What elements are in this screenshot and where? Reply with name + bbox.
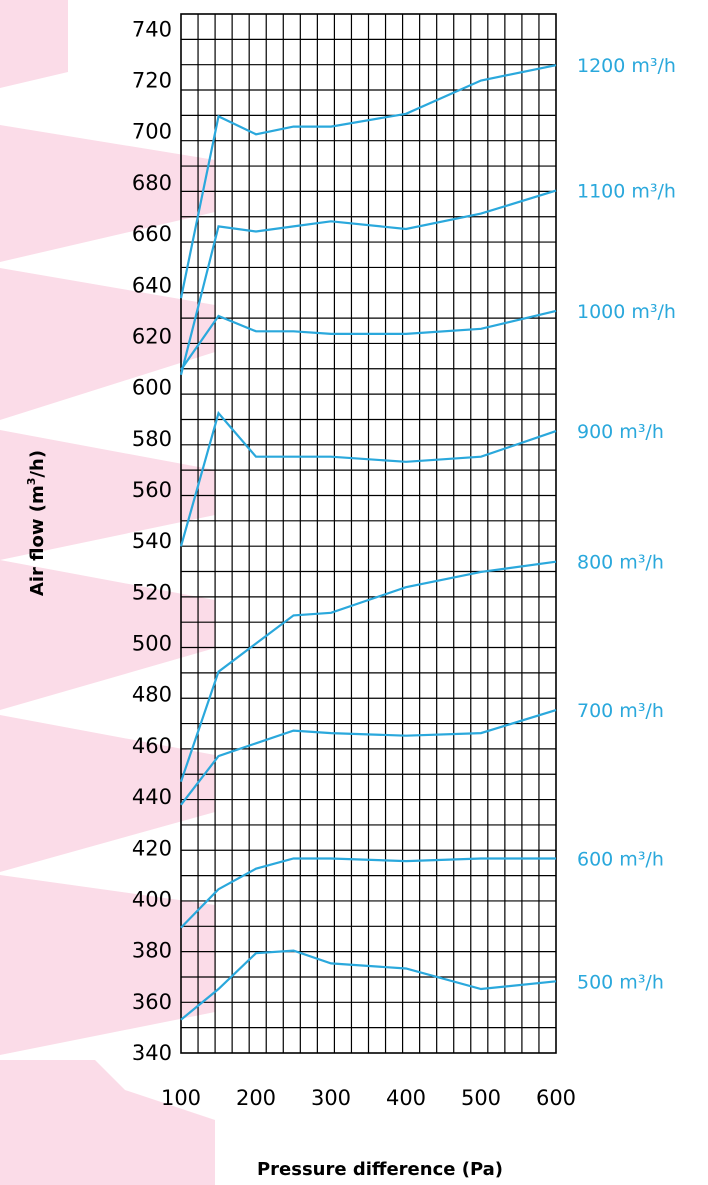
- y-tick-label: 540: [132, 529, 172, 553]
- watermark-shape: [0, 560, 215, 710]
- series-label: 1000 m³/h: [577, 301, 676, 323]
- y-tick-label: 560: [132, 478, 172, 502]
- grid-lines: [181, 14, 556, 1053]
- x-tick-label: 600: [536, 1086, 576, 1110]
- y-tick-label: 380: [132, 939, 172, 963]
- series-label: 500 m³/h: [577, 971, 664, 993]
- series-label: 600 m³/h: [577, 849, 664, 871]
- y-tick-label: 600: [132, 376, 172, 400]
- series-line: [179, 189, 557, 376]
- y-tick-label: 420: [132, 836, 172, 860]
- y-tick-label: 500: [132, 632, 172, 656]
- watermark-shape: [0, 715, 215, 872]
- series-label: 1200 m³/h: [577, 55, 676, 77]
- y-tick-label: 360: [132, 990, 172, 1014]
- series-layer: [179, 64, 557, 1021]
- y-tick-label: 680: [132, 171, 172, 195]
- series-line: [180, 709, 557, 806]
- x-tick-label: 300: [311, 1086, 351, 1110]
- x-axis-ticks: 100 200 300 400 500 600: [161, 1086, 576, 1110]
- y-axis-title: Air flow (m3/h): [25, 450, 48, 596]
- series-labels: 500 m³/h 600 m³/h 700 m³/h 800 m³/h 900 m³/h…: [577, 55, 676, 993]
- series-label: 1100 m³/h: [577, 181, 676, 203]
- series-label: 900 m³/h: [577, 421, 664, 443]
- series-label: 800 m³/h: [577, 552, 664, 574]
- series-line: [180, 309, 557, 371]
- y-tick-label: 400: [132, 887, 172, 911]
- series-line: [179, 64, 557, 299]
- background-watermark: [0, 0, 215, 1185]
- y-tick-label: 340: [132, 1041, 172, 1065]
- y-tick-label: 460: [132, 734, 172, 758]
- watermark-shape: [0, 125, 215, 262]
- watermark-shape: [0, 1060, 215, 1185]
- x-tick-label: 500: [461, 1086, 501, 1110]
- watermark-shape: [0, 0, 68, 88]
- x-axis-title: Pressure difference (Pa): [257, 1159, 503, 1180]
- y-tick-label: 440: [132, 785, 172, 809]
- y-axis-title-superscript: 3: [25, 478, 38, 486]
- y-tick-label: 740: [132, 17, 172, 41]
- y-tick-label: 580: [132, 427, 172, 451]
- plot-border: [180, 13, 557, 1054]
- series-line: [180, 949, 557, 1021]
- watermark-shape: [0, 268, 215, 420]
- series-line: [179, 560, 557, 783]
- x-tick-label: 400: [386, 1086, 426, 1110]
- y-tick-label: 640: [132, 273, 172, 297]
- y-tick-label: 700: [132, 120, 172, 144]
- y-tick-label: 660: [132, 222, 172, 246]
- y-axis-title-end: /h): [27, 450, 48, 478]
- plot-frame: [180, 13, 557, 1054]
- y-tick-label: 620: [132, 324, 172, 348]
- series-label: 700 m³/h: [577, 700, 664, 722]
- watermark-shape: [0, 430, 215, 560]
- x-tick-label: 100: [161, 1086, 201, 1110]
- series-line: [180, 857, 556, 929]
- y-tick-label: 720: [132, 69, 172, 93]
- y-tick-label: 520: [132, 580, 172, 604]
- y-tick-label: 480: [132, 683, 172, 707]
- x-tick-label: 200: [236, 1086, 276, 1110]
- y-axis-title-main: Air flow (m: [27, 485, 48, 596]
- y-axis-ticks: 340 360 380 400 420 440 460 480 500 520 540 560 580 6…: [132, 17, 172, 1065]
- series-line: [179, 410, 557, 547]
- watermark-shape: [0, 875, 215, 1055]
